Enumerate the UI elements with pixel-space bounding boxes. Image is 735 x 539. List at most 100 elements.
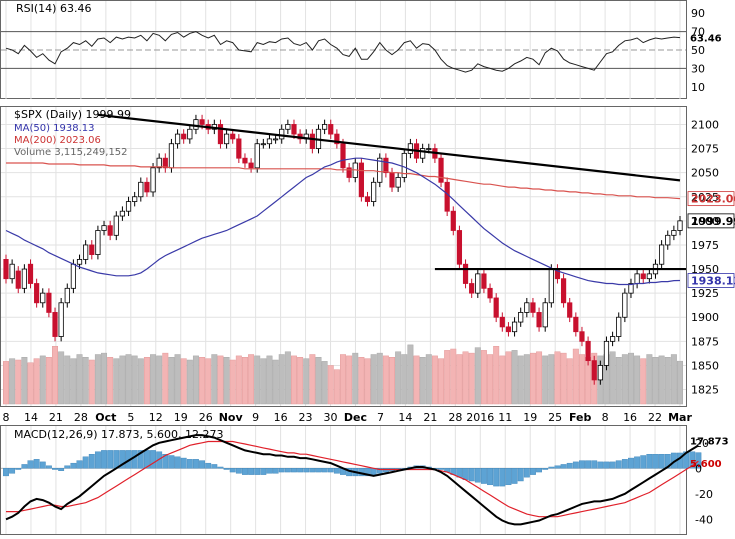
- volume-bar: [371, 355, 376, 405]
- macd-histogram-bar: [248, 468, 253, 474]
- macd-histogram-bar: [71, 463, 76, 468]
- macd-histogram-bar: [46, 466, 51, 469]
- volume-bar: [187, 360, 192, 404]
- x-tick-label: 19: [174, 411, 188, 424]
- macd-histogram-bar: [567, 463, 572, 468]
- macd-histogram-bar: [230, 468, 235, 472]
- macd-histogram-bar: [58, 468, 63, 471]
- x-tick-label: 26: [199, 411, 213, 424]
- macd-histogram-bar: [334, 468, 339, 473]
- volume-bar: [346, 356, 351, 404]
- macd-histogram-bar: [475, 468, 480, 482]
- macd-histogram-bar: [261, 468, 266, 474]
- candle-body: [261, 144, 265, 145]
- candle-body: [506, 327, 510, 332]
- x-tick-label: 9: [252, 411, 259, 424]
- volume-bar: [512, 350, 517, 404]
- x-tick-label: 2016: [466, 411, 494, 424]
- macd-histogram-bar: [107, 450, 112, 468]
- candle-body: [151, 168, 155, 192]
- candle-body: [200, 120, 204, 125]
- volume-bar: [567, 359, 572, 404]
- macd-title: MACD(12,26,9) 17.873, 5.600, 12.273: [14, 428, 224, 441]
- volume-bar: [377, 353, 382, 404]
- ma200-legend: MA(200) 2023.06: [14, 135, 101, 146]
- volume-bar: [475, 348, 480, 404]
- volume-bar: [46, 357, 51, 404]
- candle-body: [604, 341, 608, 365]
- volume-bar: [561, 353, 566, 404]
- volume-bar: [536, 352, 541, 404]
- candle-body: [90, 245, 94, 255]
- ma200-value: 2023.06: [691, 193, 735, 206]
- candle-body: [292, 124, 296, 134]
- macd-histogram-bar: [95, 452, 100, 469]
- x-tick-label: 8: [3, 411, 10, 424]
- macd-histogram-bar: [579, 461, 584, 469]
- candle-body: [255, 144, 259, 168]
- candle-body: [543, 303, 547, 327]
- x-tick-label: 21: [49, 411, 63, 424]
- volume-bar: [114, 359, 119, 404]
- volume-bar: [273, 360, 278, 404]
- volume-bar: [224, 357, 229, 404]
- candle-body: [463, 264, 467, 283]
- macd-histogram-bar: [77, 461, 82, 469]
- macd-histogram-bar: [254, 468, 259, 474]
- volume-bar: [659, 356, 664, 404]
- volume-bar: [328, 366, 333, 405]
- macd-histogram-bar: [628, 458, 633, 468]
- macd-histogram-bar: [610, 462, 615, 468]
- volume-bar: [481, 350, 486, 404]
- candle-body: [427, 149, 431, 150]
- candle-body: [549, 269, 553, 303]
- volume-bar: [101, 353, 106, 404]
- volume-bar: [463, 352, 468, 404]
- candle-body: [439, 158, 443, 182]
- volume-bar: [524, 355, 529, 405]
- volume-bar: [432, 356, 437, 404]
- candle-body: [512, 322, 516, 332]
- macd-histogram-bar: [616, 461, 621, 469]
- x-tick-label: 14: [24, 411, 38, 424]
- macd-histogram-bar: [83, 457, 88, 468]
- volume-bar: [426, 355, 431, 405]
- volume-bar: [353, 353, 358, 404]
- volume-bar: [58, 352, 63, 404]
- volume-bar: [610, 352, 615, 404]
- candle-body: [71, 264, 75, 288]
- volume-bar: [279, 355, 284, 405]
- candle-body: [120, 211, 124, 216]
- volume-bar: [555, 352, 560, 404]
- candle-body: [41, 293, 45, 303]
- volume-bar: [304, 359, 309, 404]
- volume-bar: [144, 357, 149, 404]
- candle-body: [457, 230, 461, 264]
- candle-body: [139, 182, 143, 196]
- candle-body: [194, 120, 198, 130]
- volume-bar: [40, 356, 45, 404]
- volume-bar: [500, 356, 505, 404]
- candle-body: [561, 279, 565, 303]
- macd-histogram-bar: [304, 468, 309, 472]
- macd-histogram-bar: [310, 468, 315, 472]
- macd-histogram-bar: [52, 468, 57, 469]
- macd-histogram-bar: [175, 457, 180, 468]
- candle-body: [4, 259, 8, 278]
- candle-body: [65, 288, 69, 302]
- macd-histogram-bar: [9, 468, 14, 473]
- ma50-legend: MA(50) 1938.13: [14, 123, 95, 134]
- macd-histogram-bar: [40, 462, 45, 468]
- macd-histogram-bar: [16, 468, 21, 469]
- macd-histogram-bar: [242, 468, 247, 474]
- price-tick-label: 1925: [691, 287, 719, 300]
- volume-bar: [622, 355, 627, 405]
- volume-bar: [322, 361, 327, 404]
- rsi-tick-label: 30: [691, 62, 705, 75]
- volume-bar: [132, 356, 137, 404]
- volume-bar: [671, 355, 676, 405]
- volume-bar: [150, 355, 155, 405]
- candle-body: [678, 221, 682, 231]
- price-tick-label: 1825: [691, 384, 719, 397]
